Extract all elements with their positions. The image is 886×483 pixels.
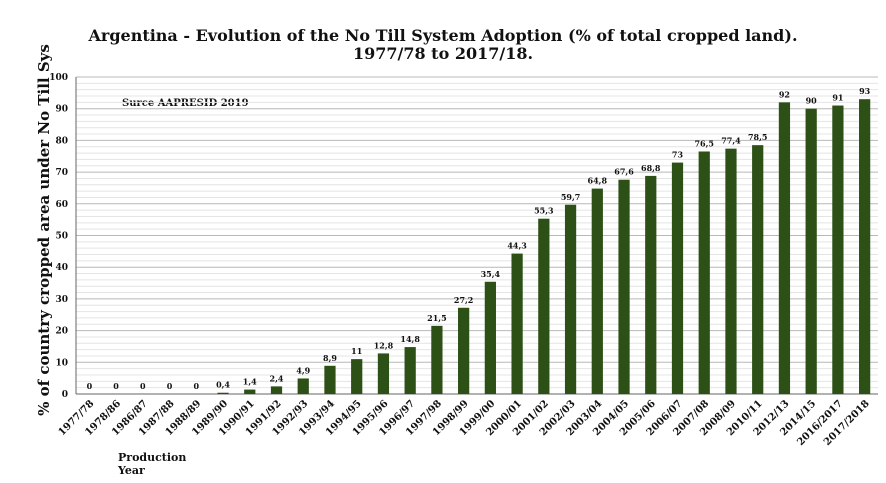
y-tick-label: 80 [55, 136, 68, 146]
bar [859, 99, 871, 394]
data-label: 12,8 [374, 340, 394, 350]
bar [832, 105, 844, 394]
data-label: 27,2 [454, 295, 473, 305]
y-tick-label: 40 [55, 263, 68, 273]
y-tick-label: 50 [55, 232, 68, 242]
bar [324, 365, 336, 394]
data-label: 92 [779, 89, 790, 99]
x-axis-label-line-1: Production [118, 451, 187, 464]
source-annotation: Surce AAPRESID 2019 [122, 98, 249, 109]
bar [645, 175, 657, 394]
data-label: 1,4 [243, 377, 257, 387]
bar [725, 148, 737, 394]
data-label: 0 [87, 381, 93, 391]
data-label: 0 [113, 381, 119, 391]
y-tick-label: 90 [55, 105, 68, 115]
data-label: 21,5 [427, 313, 446, 323]
y-tick-label: 20 [55, 327, 68, 337]
bar [217, 392, 229, 394]
data-label: 67,6 [614, 167, 634, 177]
data-label: 35,4 [481, 269, 501, 279]
bar [591, 188, 603, 394]
data-label: 77,4 [721, 136, 741, 146]
data-label: 55,3 [534, 206, 554, 216]
bar [244, 389, 256, 394]
bar [671, 162, 684, 394]
data-label: 14,8 [400, 334, 420, 344]
data-label: 90 [806, 96, 818, 106]
data-label: 68,8 [641, 163, 661, 173]
bar [377, 353, 390, 394]
bar [351, 359, 363, 394]
y-tick-label: 30 [55, 295, 68, 305]
data-label: 0,4 [216, 380, 230, 390]
bar [778, 102, 791, 395]
bar [297, 378, 309, 394]
bar [511, 253, 523, 394]
data-label: 44,3 [507, 241, 527, 251]
data-label: 0 [194, 381, 200, 391]
data-label: 76,5 [694, 138, 713, 148]
y-tick-label: 60 [55, 200, 68, 210]
data-label: 0 [167, 381, 173, 391]
bar [484, 281, 496, 394]
bar [404, 347, 416, 394]
y-tick-label: 0 [62, 390, 68, 400]
bar [458, 307, 470, 394]
data-label: 73 [672, 150, 684, 160]
x-axis-label-line-2: Year [118, 464, 145, 477]
x-axis-label: Production Year [118, 451, 186, 477]
chart-subtitle: 1977/78 to 2017/18. [352, 44, 534, 63]
bar [564, 204, 577, 394]
bar [805, 108, 817, 394]
bar [270, 386, 283, 394]
data-label: 11 [351, 346, 362, 356]
chart-title: Argentina - Evolution of the No Till Sys… [88, 26, 798, 45]
data-label: 59,7 [561, 192, 580, 202]
data-label: 8,9 [323, 353, 337, 363]
data-label: 64,8 [588, 176, 608, 186]
bar [752, 145, 764, 394]
data-label: 2,4 [270, 373, 284, 383]
data-label: 93 [859, 86, 871, 96]
bar [431, 325, 443, 394]
bar [698, 151, 710, 394]
data-label: 91 [832, 93, 843, 103]
y-tick-label: 70 [55, 168, 68, 178]
data-label: 0 [140, 381, 146, 391]
bar [618, 179, 630, 394]
y-tick-label: 100 [49, 73, 68, 83]
bar [538, 218, 550, 394]
data-label: 4,9 [296, 365, 310, 375]
y-tick-label: 10 [55, 358, 68, 368]
data-label: 78,5 [748, 132, 767, 142]
